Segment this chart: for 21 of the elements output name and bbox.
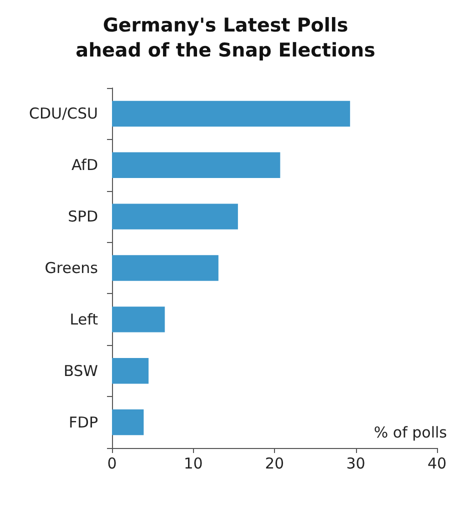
y-tick-label: Left <box>70 310 98 328</box>
y-tick-label: Greens <box>44 259 98 277</box>
y-tick-label: SPD <box>68 208 98 226</box>
bar <box>112 306 165 332</box>
x-tick-label: 20 <box>264 454 284 472</box>
bar <box>112 255 218 281</box>
y-tick-label: FDP <box>68 413 98 432</box>
x-tick-label: 40 <box>427 454 447 472</box>
chart-title: Germany's Latest Polls ahead of the Snap Elections <box>76 14 376 62</box>
bar <box>112 152 280 178</box>
y-tick-label: BSW <box>64 362 98 380</box>
y-tick-label: AfD <box>71 156 98 174</box>
x-tick-label: 30 <box>346 454 366 472</box>
x-tick-label: 0 <box>107 454 117 472</box>
bar <box>112 100 350 127</box>
bar <box>112 358 149 384</box>
y-tick-label: CDU/CSU <box>28 104 98 123</box>
bar <box>112 204 238 230</box>
x-axis-title: % of polls <box>374 424 448 442</box>
x-tick-label: 10 <box>184 454 203 472</box>
bar <box>112 409 144 436</box>
